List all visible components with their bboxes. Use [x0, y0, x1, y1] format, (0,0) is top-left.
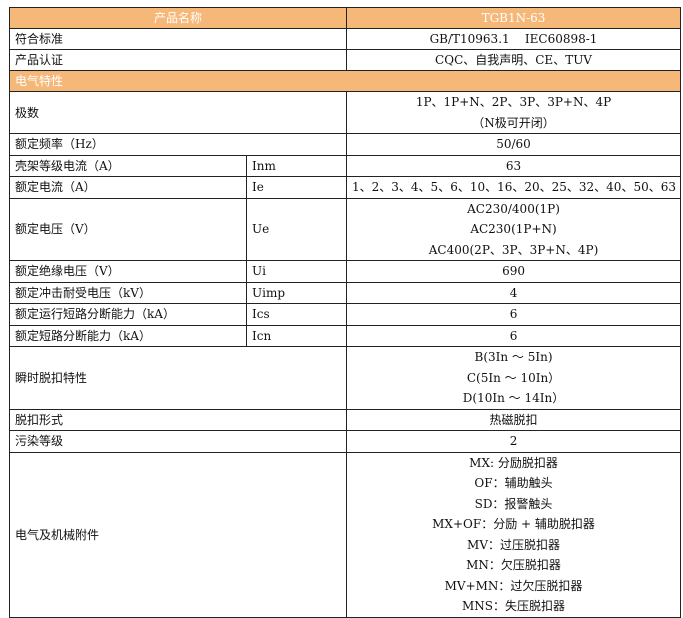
row-value: AC230/400(1P) AC230(1P+N) AC400(2P、3P、3P+N…: [346, 197, 682, 261]
row-label: 额定运行短路分断能力（kA）: [9, 303, 247, 326]
table-row: 壳架等级电流（A） Inm 63: [9, 154, 682, 177]
row-label: 额定短路分断能力（kA）: [9, 324, 247, 347]
table-row: 污染等级 2: [8, 430, 682, 453]
table-row: 额定频率（Hz） 50/60: [8, 133, 682, 156]
table-row: 极数 1P、1P+N、2P、3P、3P+N、4P （N极可开闭）: [8, 91, 682, 134]
row-label: 符合标准: [8, 28, 348, 50]
row-symbol: Ui: [245, 260, 348, 283]
value-line: OF：辅助触头: [474, 476, 553, 490]
row-value: CQC、自我声明、CE、TUV: [346, 49, 682, 71]
header-value: TGB1N-63: [346, 7, 682, 29]
row-label: 脱扣形式: [8, 408, 348, 431]
value-line: MX: 分励脱扣器: [469, 455, 558, 470]
value-line: 690: [502, 264, 525, 278]
row-value: 690: [346, 260, 682, 283]
row-label: 极数: [8, 91, 348, 134]
row-label: 壳架等级电流（A）: [9, 154, 247, 177]
row-label: 产品认证: [8, 49, 348, 71]
row-symbol: Ie: [245, 176, 348, 199]
table-row: 额定电流（A） Ie 1、2、3、4、5、6、10、16、20、25、32、40、5…: [9, 176, 682, 199]
value-line: SD：报警触头: [474, 496, 553, 511]
value-line: C(5In ～ 10In）: [466, 370, 561, 385]
value-line: MV：过压脱扣器: [467, 537, 560, 552]
value-line: 6: [509, 307, 518, 321]
value-line: MNS：失压脱扣器: [462, 599, 566, 613]
value-line: （N极可开闭）: [472, 115, 555, 130]
header-label: 产品名称: [8, 7, 348, 29]
value-line: AC230/400(1P): [467, 201, 560, 216]
row-symbol: Inm: [245, 154, 348, 177]
value-line: 热磁脱扣: [489, 412, 538, 427]
row-symbol: Uimp: [245, 281, 348, 304]
row-value: GB/T10963.1 IEC60898-1: [346, 28, 682, 50]
value-line: 6: [509, 328, 518, 343]
row-value: 1、2、3、4、5、6、10、16、20、25、32、40、50、63: [346, 176, 682, 199]
table-row: 电气及机械附件 MX: 分励脱扣器 OF：辅助触头 SD：报警触头 MX+OF：分励 +…: [8, 451, 682, 618]
value-line: 63: [505, 158, 522, 173]
row-value: 63: [346, 154, 682, 177]
row-value: 2: [346, 430, 682, 453]
value-line: MX+OF：分励 + 辅助脱扣器: [432, 517, 595, 531]
row-value: 50/60: [346, 133, 682, 156]
row-value: MX: 分励脱扣器 OF：辅助触头 SD：报警触头 MX+OF：分励 + 辅助脱扣器 M…: [346, 451, 682, 618]
row-label: 额定绝缘电压（V）: [9, 260, 247, 283]
table-row: 脱扣形式 热磁脱扣: [8, 408, 682, 431]
value-line: B(3In ～ 5In): [474, 350, 553, 364]
value-line: 2: [509, 434, 518, 448]
row-label: 额定频率（Hz）: [8, 133, 348, 156]
row-label: 额定冲击耐受电压（kV）: [9, 281, 247, 304]
row-label: 污染等级: [8, 430, 348, 453]
row-label: 电气及机械附件: [8, 451, 348, 618]
table-row: 符合标准 GB/T10963.1 IEC60898-1: [8, 28, 682, 50]
table-row: 额定短路分断能力（kA） Icn 6: [9, 324, 682, 347]
row-symbol: Ue: [245, 197, 348, 261]
value-line: MN：欠压脱扣器: [466, 558, 561, 572]
value-line: D(10In ～ 14In）: [462, 391, 565, 405]
row-symbol: Ics: [245, 303, 348, 326]
row-label: 额定电流（A）: [9, 176, 247, 199]
row-symbol: Icn: [245, 324, 348, 347]
header-row: 产品名称 TGB1N-63: [8, 7, 682, 29]
value-line: 4: [509, 285, 518, 300]
value-line: 1P、1P+N、2P、3P、3P+N、4P: [415, 95, 612, 109]
row-value: 6: [346, 324, 682, 347]
value-line: 1、2、3、4、5、6、10、16、20、25、32、40、50、63: [352, 180, 676, 194]
row-value: B(3In ～ 5In) C(5In ～ 10In） D(10In ～ 14In）: [346, 346, 682, 410]
value-line: 50/60: [496, 137, 531, 151]
value-line: MV+MN：过欠压脱扣器: [444, 578, 583, 593]
table-row: 额定冲击耐受电压（kV） Uimp 4: [9, 281, 682, 304]
table-row: 额定运行短路分断能力（kA） Ics 6: [9, 303, 682, 326]
row-value: 1P、1P+N、2P、3P、3P+N、4P （N极可开闭）: [346, 91, 682, 134]
row-value: 热磁脱扣: [346, 408, 682, 431]
value-line: AC230(1P+N): [470, 222, 557, 236]
table-row: 额定绝缘电压（V） Ui 690: [9, 260, 682, 283]
row-label: 额定电压（V）: [9, 197, 247, 261]
row-value: 6: [346, 303, 682, 326]
table-row: 产品认证 CQC、自我声明、CE、TUV: [8, 49, 682, 71]
row-value: 4: [346, 281, 682, 304]
table-row: 额定电压（V） Ue AC230/400(1P) AC230(1P+N) AC400(2…: [9, 197, 682, 261]
section-header-row: 电气特性: [8, 70, 682, 92]
table-row: 瞬时脱扣特性 B(3In ～ 5In) C(5In ～ 10In） D(10In ～ …: [8, 346, 682, 410]
section-title: 电气特性: [8, 70, 682, 92]
value-line: AC400(2P、3P、3P+N、4P): [428, 242, 599, 257]
spec-table: 产品名称 TGB1N-63 符合标准 GB/T10963.1 IEC60898-…: [8, 7, 682, 618]
row-label: 瞬时脱扣特性: [8, 346, 348, 410]
